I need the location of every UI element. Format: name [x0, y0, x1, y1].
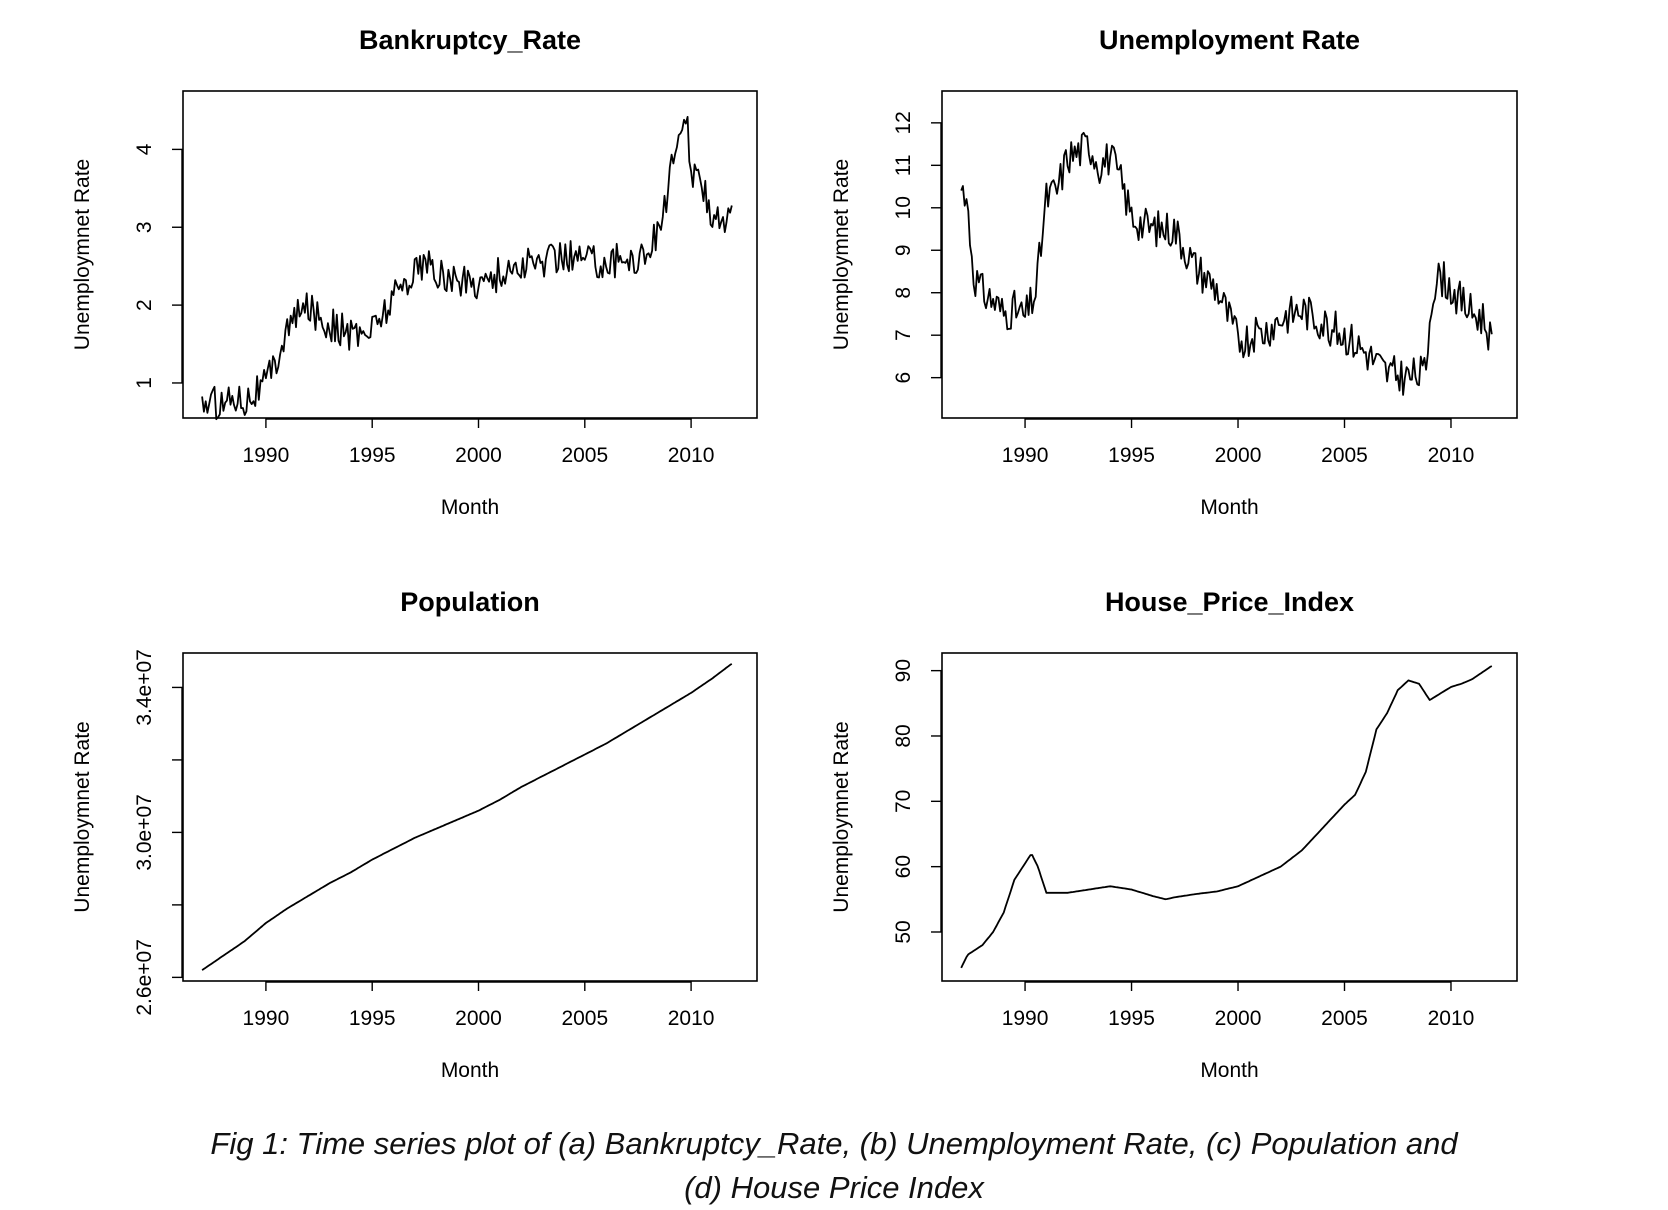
series-line-1 — [960, 131, 1493, 396]
y-axis-label: Unemploymnet Rate — [830, 721, 853, 912]
chart-panel-4: House_Price_Index 1990 1995 2000 2005 2010 Mon… — [830, 587, 1518, 1082]
x-tick-label: 2005 — [1321, 1007, 1368, 1030]
caption-line-1: Fig 1: Time series plot of (a) Bankruptc… — [210, 1126, 1458, 1161]
x-tick-label: 1995 — [1108, 1007, 1155, 1030]
plot-frame — [941, 652, 1518, 982]
x-tick-label: 1995 — [349, 1007, 396, 1030]
chart-title: Unemployment Rate — [1099, 25, 1360, 55]
y-tick-label: 3.4e+07 — [133, 649, 156, 726]
y-axis-label: Unemploymnet Rate — [71, 721, 94, 912]
y-tick-label: 3.0e+07 — [133, 794, 156, 871]
x-tick-label: 1990 — [1002, 1007, 1049, 1030]
y-tick-label: 80 — [892, 724, 915, 747]
y-tick-label: 1 — [133, 377, 156, 389]
x-tick-label: 2000 — [455, 444, 502, 467]
chart-panel-2: Unemployment Rate 1990 1995 2000 2005 2010 Mon… — [830, 25, 1518, 519]
y-tick-label: 10 — [892, 196, 915, 219]
chart-title: Bankruptcy_Rate — [359, 25, 581, 55]
y-tick-label: 11 — [892, 154, 915, 176]
chart-title: Population — [400, 587, 539, 617]
y-tick-label: 2.6e+07 — [133, 939, 156, 1016]
plot-frame — [941, 90, 1518, 419]
y-tick-label: 9 — [892, 244, 915, 256]
y-tick-label: 2 — [133, 299, 156, 311]
x-tick-label: 2000 — [1215, 1007, 1262, 1030]
series-line-1 — [201, 116, 733, 421]
x-tick-label: 2010 — [1428, 1007, 1475, 1030]
series-line-1 — [960, 665, 1493, 969]
y-tick-label: 3 — [133, 221, 156, 233]
plot-frame — [182, 90, 758, 419]
x-tick-label: 1990 — [1002, 444, 1049, 467]
y-tick-label: 60 — [892, 855, 915, 878]
x-tick-label: 1990 — [243, 444, 290, 467]
y-tick-label: 70 — [892, 790, 915, 813]
x-tick-label: 1995 — [1108, 444, 1155, 467]
figure-caption: Fig 1: Time series plot of (a) Bankruptc… — [0, 1122, 1668, 1210]
x-tick-label: 2000 — [455, 1007, 502, 1030]
x-axis-label: Month — [1200, 496, 1258, 519]
y-axis-label: Unemploymnet Rate — [830, 159, 853, 350]
y-tick-label: 90 — [892, 659, 915, 682]
plot-frame — [182, 652, 758, 982]
x-tick-label: 2005 — [1321, 444, 1368, 467]
caption-line-2: (d) House Price Index — [684, 1170, 984, 1205]
series-line-1 — [201, 663, 733, 971]
y-tick-label: 7 — [892, 329, 915, 341]
x-tick-label: 1990 — [243, 1007, 290, 1030]
x-tick-label: 2010 — [668, 444, 715, 467]
x-tick-label: 2005 — [561, 1007, 608, 1030]
x-tick-label: 2010 — [668, 1007, 715, 1030]
x-axis-label: Month — [441, 496, 499, 519]
x-tick-label: 2000 — [1215, 444, 1262, 467]
y-tick-label: 8 — [892, 287, 915, 299]
chart-title: House_Price_Index — [1105, 587, 1354, 617]
y-tick-label: 6 — [892, 372, 915, 384]
x-tick-label: 1995 — [349, 444, 396, 467]
chart-panel-3: Population 1990 1995 2000 2005 2010 Month 2.6e+… — [71, 587, 758, 1082]
chart-panel-1: Bankruptcy_Rate 1990 1995 2000 2005 2010 Month… — [71, 25, 758, 519]
x-tick-label: 2010 — [1428, 444, 1475, 467]
y-tick-label: 4 — [133, 143, 156, 155]
y-tick-label: 50 — [892, 920, 915, 943]
x-tick-label: 2005 — [561, 444, 608, 467]
y-axis-label: Unemploymnet Rate — [71, 159, 94, 350]
x-axis-label: Month — [1200, 1059, 1258, 1082]
y-tick-label: 12 — [892, 111, 915, 134]
x-axis-label: Month — [441, 1059, 499, 1082]
